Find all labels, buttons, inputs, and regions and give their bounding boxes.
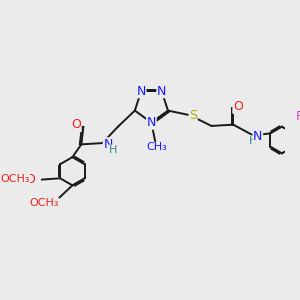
Text: N: N [157,85,166,98]
Text: O: O [233,100,243,113]
Text: S: S [189,109,197,122]
Text: H: H [109,145,117,155]
Text: N: N [253,130,262,143]
Text: CH₃: CH₃ [146,142,167,152]
Text: O: O [71,118,81,131]
Text: OCH₃: OCH₃ [0,174,30,184]
Text: F: F [296,110,300,123]
Text: N: N [136,85,146,98]
Text: OCH₃: OCH₃ [29,198,59,208]
Text: N: N [103,138,113,151]
Text: O: O [25,172,35,186]
Text: H: H [248,136,257,146]
Text: N: N [147,116,156,129]
